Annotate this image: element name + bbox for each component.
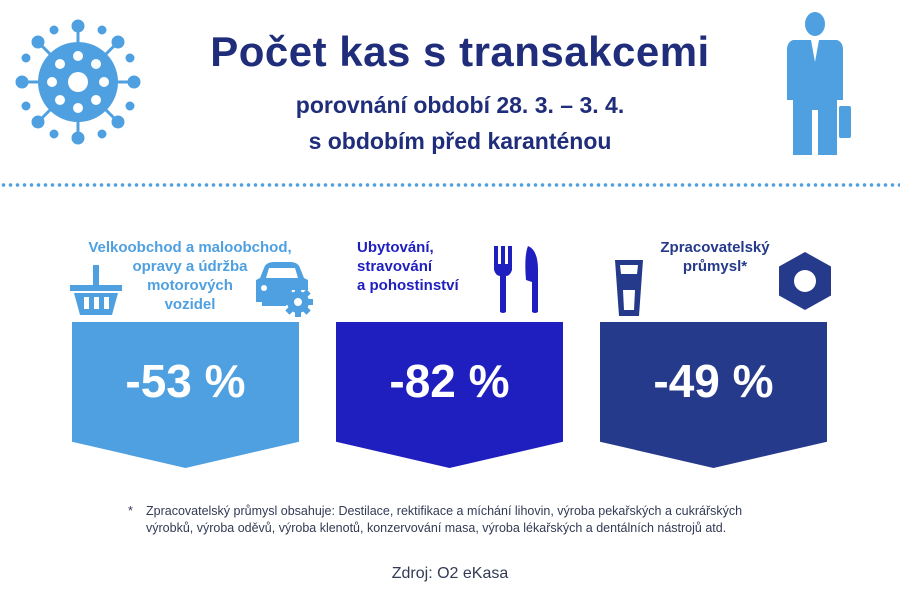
category-1-label-line: vozidel xyxy=(164,296,216,313)
dotted-divider xyxy=(0,183,900,187)
car-gear-icon xyxy=(256,262,313,317)
category-2-label-line: a pohostinství xyxy=(357,277,459,294)
category-3-label: Zpracovatelský průmysl* xyxy=(640,238,790,276)
category-1-label: Velkoobchod a maloobchod, opravy a údržb… xyxy=(70,238,310,314)
footnote-marker: * xyxy=(128,504,133,518)
footnote-text: Zpracovatelský průmysl obsahuje: Destila… xyxy=(146,504,743,535)
category-1-label-line: opravy a údržba xyxy=(132,258,248,275)
category-2-label-line: stravování xyxy=(357,258,433,275)
category-3-value-box: -49 % xyxy=(600,322,827,468)
category-2-value-box: -82 % xyxy=(336,322,563,468)
category-2-label-line: Ubytování, xyxy=(357,239,434,256)
basket-icon xyxy=(70,265,122,315)
page-title: Počet kas s transakcemi xyxy=(210,28,710,75)
fork-knife-icon xyxy=(494,246,538,313)
category-1-label-line: motorových xyxy=(147,277,233,294)
category-1-label-line: Velkoobchod a maloobchod, xyxy=(88,239,292,256)
glass-icon xyxy=(615,260,643,316)
virus-icon xyxy=(15,19,141,145)
subtitle-line-2: s obdobím před karanténou xyxy=(308,128,612,154)
subtitle-line-1: porovnání období 28. 3. – 3. 4. xyxy=(295,92,625,118)
category-2-label: Ubytování, stravování a pohostinství xyxy=(357,238,459,295)
businessman-icon xyxy=(787,12,851,155)
category-1-value-box: -53 % xyxy=(72,322,299,468)
hex-nut-icon xyxy=(779,252,831,310)
footnote: * Zpracovatelský průmysl obsahuje: Desti… xyxy=(128,503,786,537)
source-label: Zdroj: O2 eKasa xyxy=(391,565,509,582)
category-3-label-line: Zpracovatelský xyxy=(660,239,770,256)
category-3-label-line: průmysl* xyxy=(682,258,748,275)
